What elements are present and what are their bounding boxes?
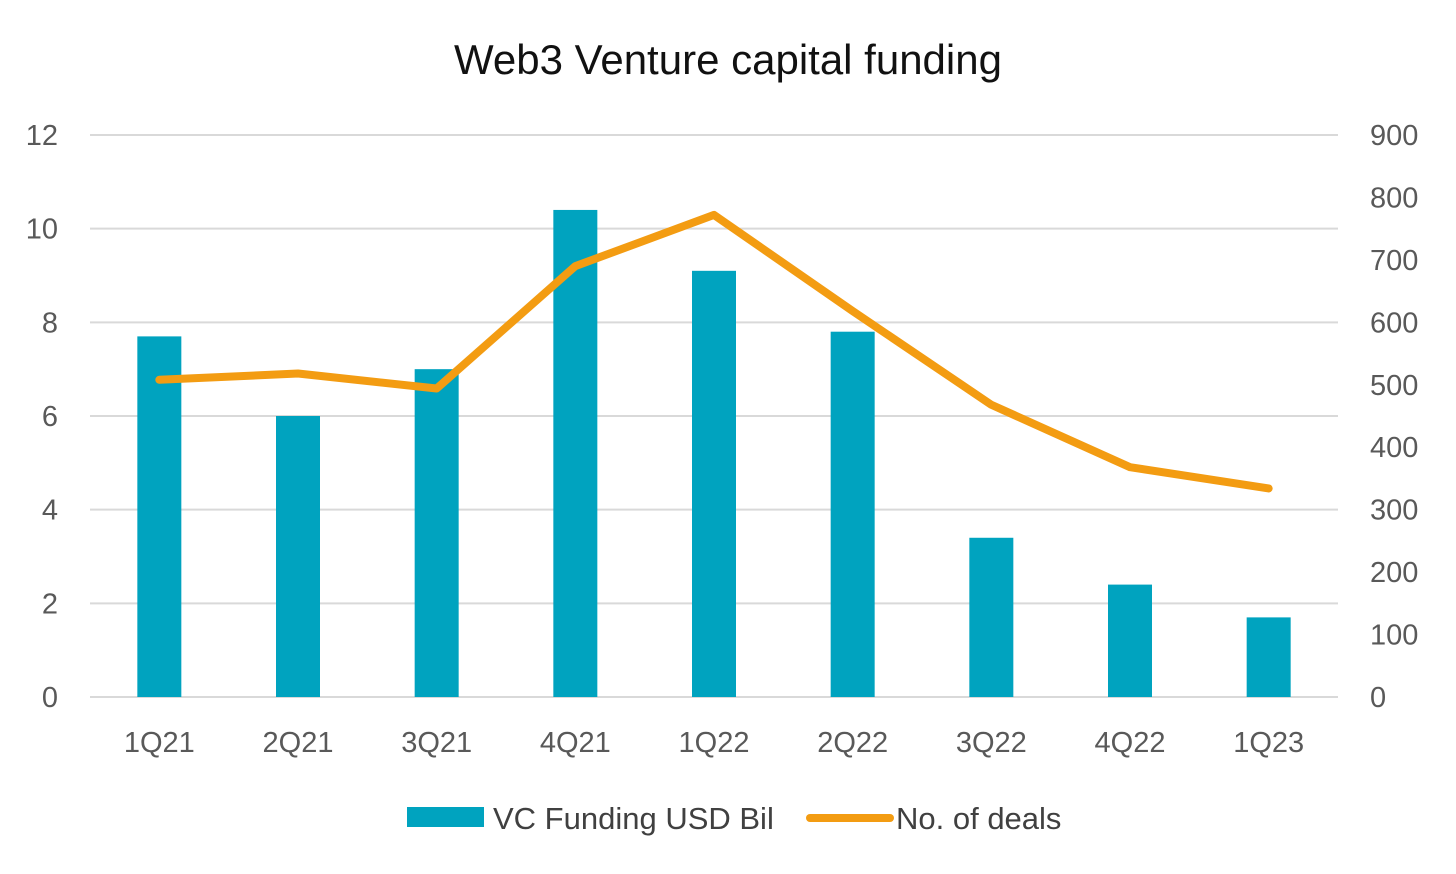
right-axis-tick-label: 700 [1370, 245, 1418, 277]
deals-point-3q21 [436, 388, 438, 390]
deals-point-2q21 [297, 373, 299, 375]
legend-label-vc-funding: VC Funding USD Bil [493, 801, 774, 836]
left-axis-tick-label: 2 [42, 588, 58, 620]
x-axis-tick-label: 4Q21 [540, 727, 611, 759]
right-axis-tick-label: 0 [1370, 682, 1386, 714]
left-axis-tick-label: 10 [26, 214, 58, 246]
deals-point-3q22 [990, 404, 992, 406]
bar-2q21 [276, 416, 320, 697]
bar-2q22 [830, 331, 875, 697]
right-axis-tick-label: 600 [1370, 307, 1418, 339]
deals-point-1q23 [1268, 487, 1270, 489]
deals-point-4q21 [574, 265, 576, 267]
left-axis-tick-label: 0 [42, 682, 58, 714]
left-axis-tick-label: 8 [42, 307, 58, 339]
legend-label-deals: No. of deals [896, 801, 1061, 836]
right-axis-tick-label: 200 [1370, 557, 1418, 589]
bar-4q22 [1108, 584, 1152, 697]
bar-4q21 [553, 209, 598, 697]
x-axis-tick-label: 1Q21 [124, 727, 195, 759]
bar-3q22 [969, 537, 1014, 697]
deals-point-1q21 [158, 379, 160, 381]
left-axis: 0 2 4 6 8 10 12 [26, 120, 58, 714]
x-axis-tick-label: 1Q22 [679, 727, 750, 759]
x-axis-tick-label: 2Q21 [263, 727, 334, 759]
bar-series [137, 209, 1291, 697]
x-axis-tick-label: 4Q22 [1095, 727, 1166, 759]
bar-1q23 [1246, 617, 1291, 697]
deals-point-4q22 [1129, 466, 1131, 468]
bar-1q21 [137, 336, 182, 697]
legend-swatch-vc-funding [407, 807, 484, 827]
right-axis-tick-label: 300 [1370, 495, 1418, 527]
left-axis-tick-label: 6 [42, 401, 58, 433]
line-series [155, 210, 1273, 493]
right-axis-tick-label: 900 [1370, 120, 1418, 152]
right-axis-tick-label: 400 [1370, 432, 1418, 464]
x-axis-tick-label: 1Q23 [1233, 727, 1304, 759]
x-axis-tick-label: 3Q22 [956, 727, 1027, 759]
right-axis-tick-label: 800 [1370, 182, 1418, 214]
left-axis-tick-label: 12 [26, 120, 58, 152]
left-axis-tick-label: 4 [42, 495, 58, 527]
bar-3q21 [414, 369, 459, 697]
x-axis-tick-label: 2Q22 [817, 727, 888, 759]
x-axis: 1Q21 2Q21 3Q21 4Q21 1Q22 2Q22 3Q22 4Q22 1Q23 [124, 727, 1304, 759]
deals-point-2q22 [852, 310, 854, 312]
chart-title: Web3 Venture capital funding [454, 36, 1002, 83]
right-axis-tick-label: 500 [1370, 370, 1418, 402]
deals-point-1q22 [713, 214, 715, 216]
legend: VC Funding USD Bil No. of deals [407, 801, 1061, 836]
x-axis-tick-label: 3Q21 [401, 727, 472, 759]
right-axis-tick-label: 100 [1370, 620, 1418, 652]
right-axis: 0 100 200 300 400 500 600 700 800 900 [1370, 120, 1418, 714]
bar-1q22 [692, 270, 736, 697]
